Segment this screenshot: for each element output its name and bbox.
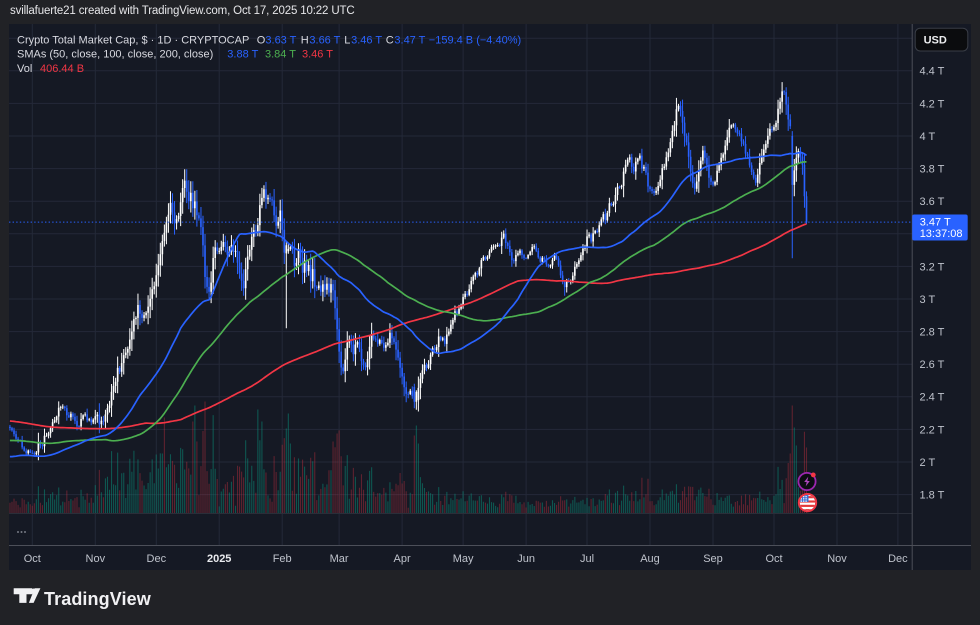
svg-text:Dec: Dec (147, 553, 167, 565)
svg-text:4.4 T: 4.4 T (920, 66, 945, 78)
svg-text:2.6 T: 2.6 T (920, 359, 945, 371)
svg-text:Crypto Total Market Cap, $ · 1: Crypto Total Market Cap, $ · 1D · CRYPTO… (17, 34, 249, 46)
svg-text:SMAs (50, close, 100, close, 2: SMAs (50, close, 100, close, 200, close) (17, 49, 213, 61)
svg-text:2 T: 2 T (920, 457, 936, 469)
svg-text:1.8 T: 1.8 T (920, 490, 945, 502)
svg-text:Nov: Nov (86, 553, 106, 565)
svg-text:Jul: Jul (580, 553, 594, 565)
svg-text:4.2 T: 4.2 T (920, 98, 945, 110)
svg-text:Apr: Apr (394, 553, 411, 565)
svg-text:3.47 T: 3.47 T (920, 217, 951, 229)
svg-text:O3.63 TH3.66 TL3.46 TC3.47 T−1: O3.63 T H3.66 T L3.46 T C3.47 T −159.4 B (−4… (257, 34, 521, 46)
svg-text:406.44 B: 406.44 B (40, 63, 84, 75)
svg-text:May: May (453, 553, 474, 565)
svg-text:Mar: Mar (330, 553, 349, 565)
svg-text:13:37:08: 13:37:08 (920, 228, 963, 240)
svg-text:Dec: Dec (888, 553, 908, 565)
svg-text:2025: 2025 (207, 553, 231, 565)
svg-text:USD: USD (924, 34, 947, 46)
svg-text:2.8 T: 2.8 T (920, 327, 945, 339)
svg-text:Nov: Nov (827, 553, 847, 565)
svg-text:Aug: Aug (640, 553, 660, 565)
svg-text:3 T: 3 T (920, 294, 936, 306)
svg-text:Feb: Feb (273, 553, 292, 565)
svg-text:Oct: Oct (24, 553, 41, 565)
svg-text:2.2 T: 2.2 T (920, 424, 945, 436)
svg-text:3.8 T: 3.8 T (920, 164, 945, 176)
svg-text:Vol: Vol (17, 63, 32, 75)
svg-text:3.2 T: 3.2 T (920, 261, 945, 273)
svg-text:Sep: Sep (703, 553, 723, 565)
svg-text:2.4 T: 2.4 T (920, 392, 945, 404)
svg-text:4 T: 4 T (920, 131, 936, 143)
svg-text:Jun: Jun (517, 553, 535, 565)
svg-text:Oct: Oct (765, 553, 782, 565)
svg-text:3.6 T: 3.6 T (920, 196, 945, 208)
svg-text:3.88 T3.84 T3.46 T: 3.88 T 3.84 T 3.46 T (227, 49, 333, 61)
